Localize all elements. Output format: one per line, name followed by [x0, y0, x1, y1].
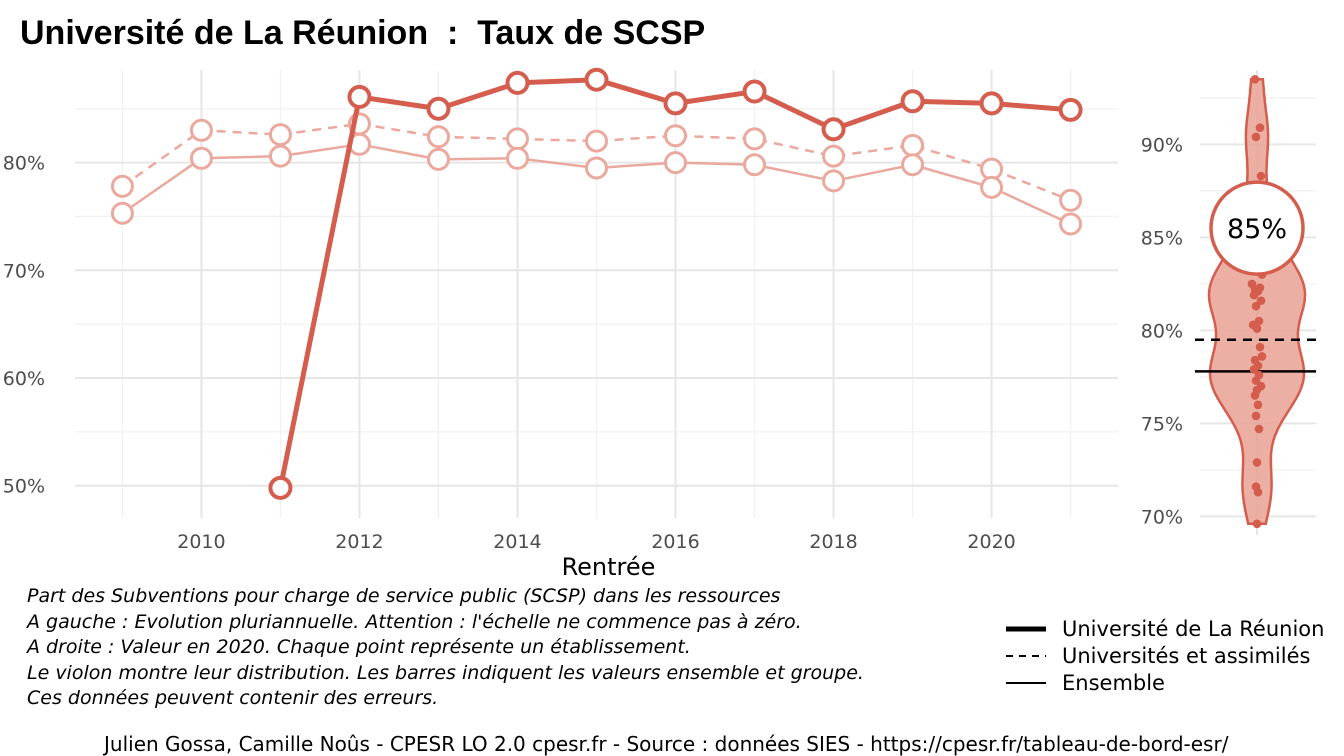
data-point	[901, 133, 925, 157]
violin-point	[1253, 400, 1263, 410]
y-tick-label: 90%	[1141, 134, 1183, 156]
y-tick-label: 80%	[3, 153, 45, 175]
highlight-value-label: 85%	[1227, 214, 1287, 245]
legend-label: Universités et assimilés	[1062, 643, 1311, 668]
data-point	[585, 156, 608, 180]
data-point	[742, 79, 767, 104]
data-point	[426, 125, 450, 149]
legend-label: Université de La Réunion	[1062, 616, 1325, 641]
data-point	[268, 123, 292, 147]
violin-point	[1252, 458, 1262, 467]
caption-line: A droite : Valeur en 2020. Chaque point …	[27, 636, 691, 659]
chart-title: Université de La Réunion : Taux de SCSP	[20, 14, 706, 52]
violin-point	[1257, 352, 1267, 361]
violin-point	[1251, 376, 1261, 385]
y-tick-label: 75%	[1141, 413, 1183, 435]
x-tick-label: 2014	[493, 531, 541, 553]
y-tick-label: 70%	[3, 260, 45, 282]
data-point	[505, 127, 529, 151]
violin-point	[1252, 324, 1262, 333]
footer-credits: Julien Gossa, Camille Noûs - CPESR LO 2.…	[104, 732, 1229, 756]
violin-point	[1250, 75, 1260, 84]
data-point	[585, 129, 608, 153]
legend-item: Ensemble	[1006, 669, 1324, 696]
y-tick-label: 70%	[1141, 506, 1183, 528]
data-point	[268, 144, 292, 168]
violin-point	[1251, 132, 1261, 142]
caption-line: Part des Subventions pour charge de serv…	[27, 585, 781, 607]
x-tick-label: 2010	[177, 531, 225, 553]
data-point	[1058, 97, 1083, 122]
data-point	[1059, 212, 1083, 236]
data-point	[743, 127, 767, 151]
violin-point	[1251, 301, 1261, 311]
violin-point	[1252, 519, 1262, 529]
series-solid-thin	[110, 132, 1083, 236]
legend-key-thin	[1006, 681, 1046, 684]
caption-line: Ces données peuvent contenir des erreurs…	[27, 687, 439, 710]
y-tick-label: 60%	[3, 368, 45, 390]
data-point	[821, 117, 846, 142]
violin-point	[1249, 365, 1259, 374]
y-tick-label: 80%	[1141, 320, 1183, 342]
legend-label: Ensemble	[1062, 670, 1165, 695]
violin-point	[1250, 391, 1260, 400]
data-point	[110, 174, 134, 198]
data-point	[347, 84, 372, 109]
violin-point	[1253, 487, 1263, 497]
caption-line: Le violon montre leur distribution. Les …	[27, 661, 864, 684]
legend-item: Universités et assimilés	[1006, 642, 1324, 669]
violin-point	[1256, 296, 1266, 305]
series-solid-thick	[268, 67, 1083, 500]
violin-point	[1254, 424, 1264, 434]
data-point	[900, 89, 925, 114]
violin-point	[1249, 290, 1259, 300]
data-point	[268, 475, 293, 500]
data-point	[1059, 188, 1083, 212]
caption: Part des Subventions pour charge de serv…	[27, 584, 864, 712]
x-tick-label: 2018	[809, 531, 857, 553]
data-point	[743, 153, 767, 177]
legend-key-dashed	[1006, 654, 1046, 657]
data-point	[901, 153, 925, 177]
y-tick-label: 85%	[1141, 227, 1183, 249]
data-point	[663, 91, 688, 116]
data-point	[822, 144, 846, 168]
violin-point	[1256, 171, 1266, 181]
legend: Université de La Réunion Universités et …	[1006, 615, 1324, 696]
data-point	[426, 147, 450, 171]
data-point	[189, 118, 213, 142]
caption-line: A gauche : Evolution pluriannuelle. Atte…	[27, 610, 802, 633]
data-point	[505, 146, 529, 170]
data-point	[189, 146, 213, 170]
violin-point	[1251, 411, 1261, 421]
violin-point	[1255, 123, 1265, 132]
data-point	[980, 175, 1004, 199]
data-point	[979, 91, 1004, 116]
x-axis-label: Rentrée	[562, 553, 656, 581]
x-tick-label: 2020	[967, 531, 1015, 553]
legend-key-thick	[1006, 626, 1046, 631]
x-tick-label: 2016	[651, 531, 699, 553]
highlight-bubble	[1209, 180, 1305, 276]
data-point	[505, 70, 530, 95]
data-point	[664, 151, 688, 175]
legend-item: Université de La Réunion	[1006, 615, 1324, 642]
violin-point	[1255, 342, 1265, 352]
data-point	[822, 169, 846, 193]
y-tick-label: 50%	[3, 476, 45, 498]
data-point	[426, 96, 451, 121]
x-tick-label: 2012	[335, 531, 383, 553]
data-point	[110, 201, 134, 225]
data-point	[584, 67, 609, 92]
data-point	[664, 124, 688, 148]
